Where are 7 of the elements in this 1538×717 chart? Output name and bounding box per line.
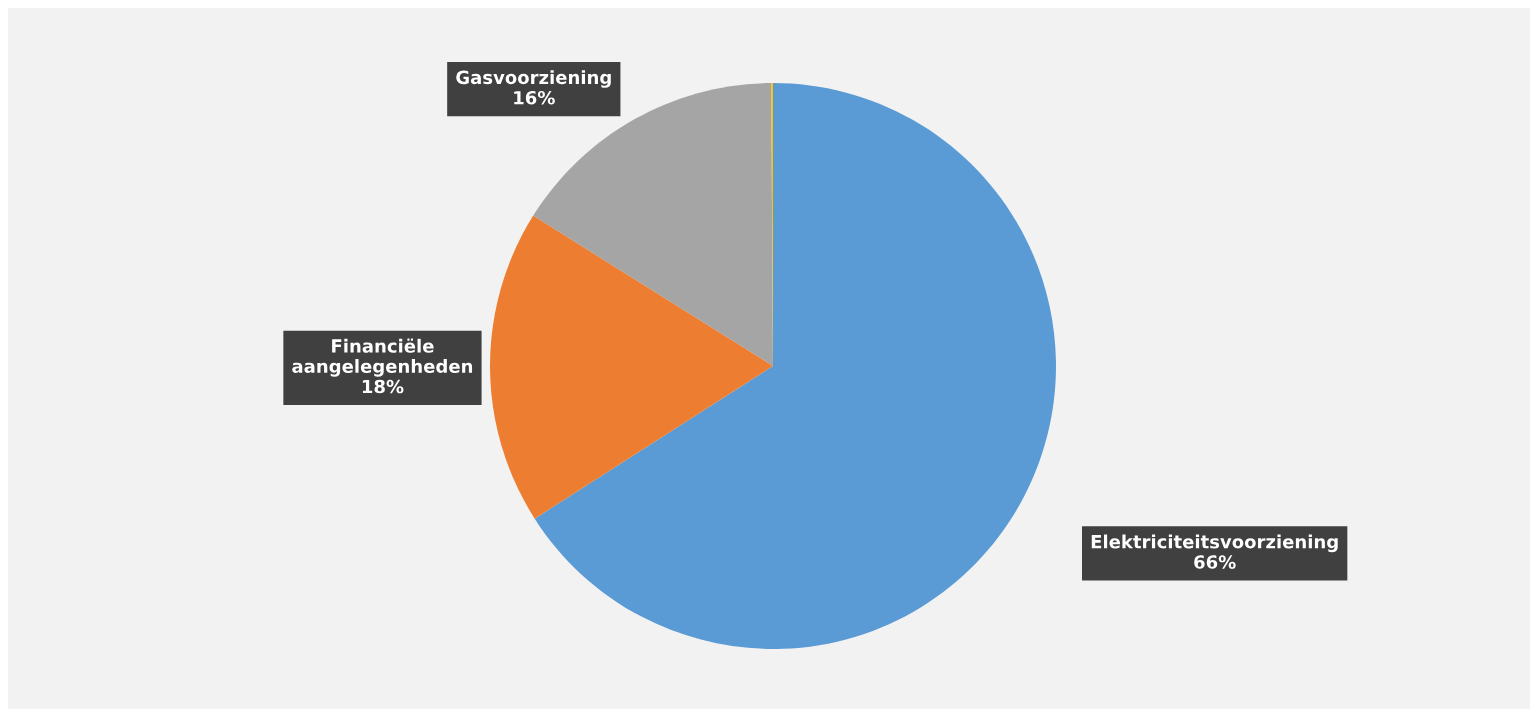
slice-label: Elektriciteitsvoorziening (1091, 534, 1338, 553)
data-label: 18% (362, 379, 404, 394)
pie-slice (490, 215, 773, 519)
slice-label: Financiële aangelegenheden (292, 338, 473, 377)
slice-label: Gasvoorziening (456, 70, 611, 88)
data-label: 16% (514, 90, 555, 105)
data-label: 66% (1194, 555, 1236, 569)
